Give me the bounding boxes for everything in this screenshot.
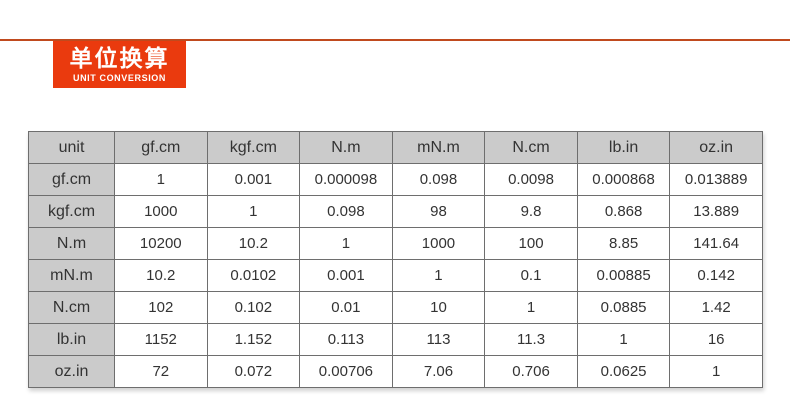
conversion-value-cell: 0.142 bbox=[669, 259, 763, 292]
table-row: gf.cm 1 0.001 0.000098 0.098 0.0098 0.000868 0.… bbox=[28, 163, 763, 196]
conversion-value-cell: 0.706 bbox=[484, 355, 578, 388]
table-header: unit gf.cm kgf.cm N.m mN.m N.cm lb.in oz.in bbox=[28, 131, 763, 164]
conversion-value-cell: 10.2 bbox=[206, 227, 301, 260]
row-label: kgf.cm bbox=[28, 195, 115, 228]
conversion-value-cell: 0.000098 bbox=[299, 163, 393, 196]
conversion-value-cell: 1.42 bbox=[669, 291, 763, 324]
conversion-value-cell: 102 bbox=[114, 291, 208, 324]
table-row: mN.m 10.2 0.0102 0.001 1 0.1 0.00885 0.142 bbox=[28, 259, 763, 292]
conversion-value-cell: 13.889 bbox=[669, 195, 763, 228]
table-row: lb.in 1152 1.152 0.113 113 11.3 1 16 bbox=[28, 323, 763, 356]
conversion-value-cell: 1 bbox=[484, 291, 578, 324]
conversion-value-cell: 0.0098 bbox=[484, 163, 578, 196]
column-header-col1: gf.cm bbox=[114, 131, 208, 164]
conversion-value-cell: 0.0885 bbox=[576, 291, 671, 324]
row-label: mN.m bbox=[28, 259, 115, 292]
row-label: gf.cm bbox=[28, 163, 115, 196]
conversion-value-cell: 0.0625 bbox=[576, 355, 671, 388]
column-header-col5: N.cm bbox=[484, 131, 578, 164]
conversion-value-cell: 0.098 bbox=[299, 195, 393, 228]
conversion-value-cell: 1 bbox=[576, 323, 671, 356]
conversion-value-cell: 0.000868 bbox=[576, 163, 671, 196]
conversion-value-cell: 10 bbox=[391, 291, 486, 324]
conversion-value-cell: 0.013889 bbox=[669, 163, 763, 196]
column-header-col6: lb.in bbox=[576, 131, 671, 164]
row-label: N.cm bbox=[28, 291, 115, 324]
conversion-value-cell: 0.102 bbox=[206, 291, 301, 324]
conversion-value-cell: 0.098 bbox=[391, 163, 486, 196]
conversion-value-cell: 11.3 bbox=[484, 323, 578, 356]
conversion-value-cell: 0.00885 bbox=[576, 259, 671, 292]
section-banner: 单位换算 UNIT CONVERSION bbox=[53, 41, 186, 88]
conversion-value-cell: 98 bbox=[391, 195, 486, 228]
conversion-value-cell: 113 bbox=[391, 323, 486, 356]
conversion-value-cell: 10.2 bbox=[114, 259, 208, 292]
column-header-col7: oz.in bbox=[669, 131, 763, 164]
column-header-col3: N.m bbox=[299, 131, 393, 164]
conversion-value-cell: 0.072 bbox=[206, 355, 301, 388]
conversion-value-cell: 9.8 bbox=[484, 195, 578, 228]
conversion-value-cell: 72 bbox=[114, 355, 208, 388]
conversion-value-cell: 1 bbox=[206, 195, 301, 228]
conversion-value-cell: 0.868 bbox=[576, 195, 671, 228]
conversion-value-cell: 0.001 bbox=[206, 163, 301, 196]
divider-line bbox=[0, 39, 790, 41]
column-header-col2: kgf.cm bbox=[206, 131, 301, 164]
conversion-value-cell: 8.85 bbox=[576, 227, 671, 260]
conversion-value-cell: 0.0102 bbox=[206, 259, 301, 292]
column-header-col4: mN.m bbox=[391, 131, 486, 164]
conversion-value-cell: 0.01 bbox=[299, 291, 393, 324]
conversion-value-cell: 7.06 bbox=[391, 355, 486, 388]
conversion-value-cell: 0.00706 bbox=[299, 355, 393, 388]
conversion-value-cell: 100 bbox=[484, 227, 578, 260]
conversion-value-cell: 16 bbox=[669, 323, 763, 356]
table-body: gf.cm 1 0.001 0.000098 0.098 0.0098 0.000868 0.… bbox=[28, 163, 763, 388]
table-header-row: unit gf.cm kgf.cm N.m mN.m N.cm lb.in oz.in bbox=[28, 131, 763, 164]
row-label: N.m bbox=[28, 227, 115, 260]
conversion-value-cell: 1 bbox=[391, 259, 486, 292]
conversion-value-cell: 1152 bbox=[114, 323, 208, 356]
table-row: N.m 10200 10.2 1 1000 100 8.85 141.64 bbox=[28, 227, 763, 260]
conversion-value-cell: 1000 bbox=[114, 195, 208, 228]
table-row: N.cm 102 0.102 0.01 10 1 0.0885 1.42 bbox=[28, 291, 763, 324]
conversion-value-cell: 1 bbox=[299, 227, 393, 260]
conversion-value-cell: 0.1 bbox=[484, 259, 578, 292]
table-row: kgf.cm 1000 1 0.098 98 9.8 0.868 13.889 bbox=[28, 195, 763, 228]
row-label: lb.in bbox=[28, 323, 115, 356]
banner-title-zh: 单位换算 bbox=[69, 44, 170, 71]
unit-conversion-table: unit gf.cm kgf.cm N.m mN.m N.cm lb.in oz.in gf.… bbox=[28, 131, 763, 388]
conversion-value-cell: 0.113 bbox=[299, 323, 393, 356]
conversion-value-cell: 0.001 bbox=[299, 259, 393, 292]
conversion-value-cell: 1 bbox=[114, 163, 208, 196]
conversion-value-cell: 1.152 bbox=[206, 323, 301, 356]
conversion-value-cell: 1000 bbox=[391, 227, 486, 260]
conversion-value-cell: 1 bbox=[669, 355, 763, 388]
conversion-value-cell: 141.64 bbox=[669, 227, 763, 260]
column-header-unit: unit bbox=[28, 131, 115, 164]
table-row: oz.in 72 0.072 0.00706 7.06 0.706 0.0625 1 bbox=[28, 355, 763, 388]
conversion-value-cell: 10200 bbox=[114, 227, 208, 260]
banner-title-en: UNIT CONVERSION bbox=[72, 73, 166, 84]
row-label: oz.in bbox=[28, 355, 115, 388]
